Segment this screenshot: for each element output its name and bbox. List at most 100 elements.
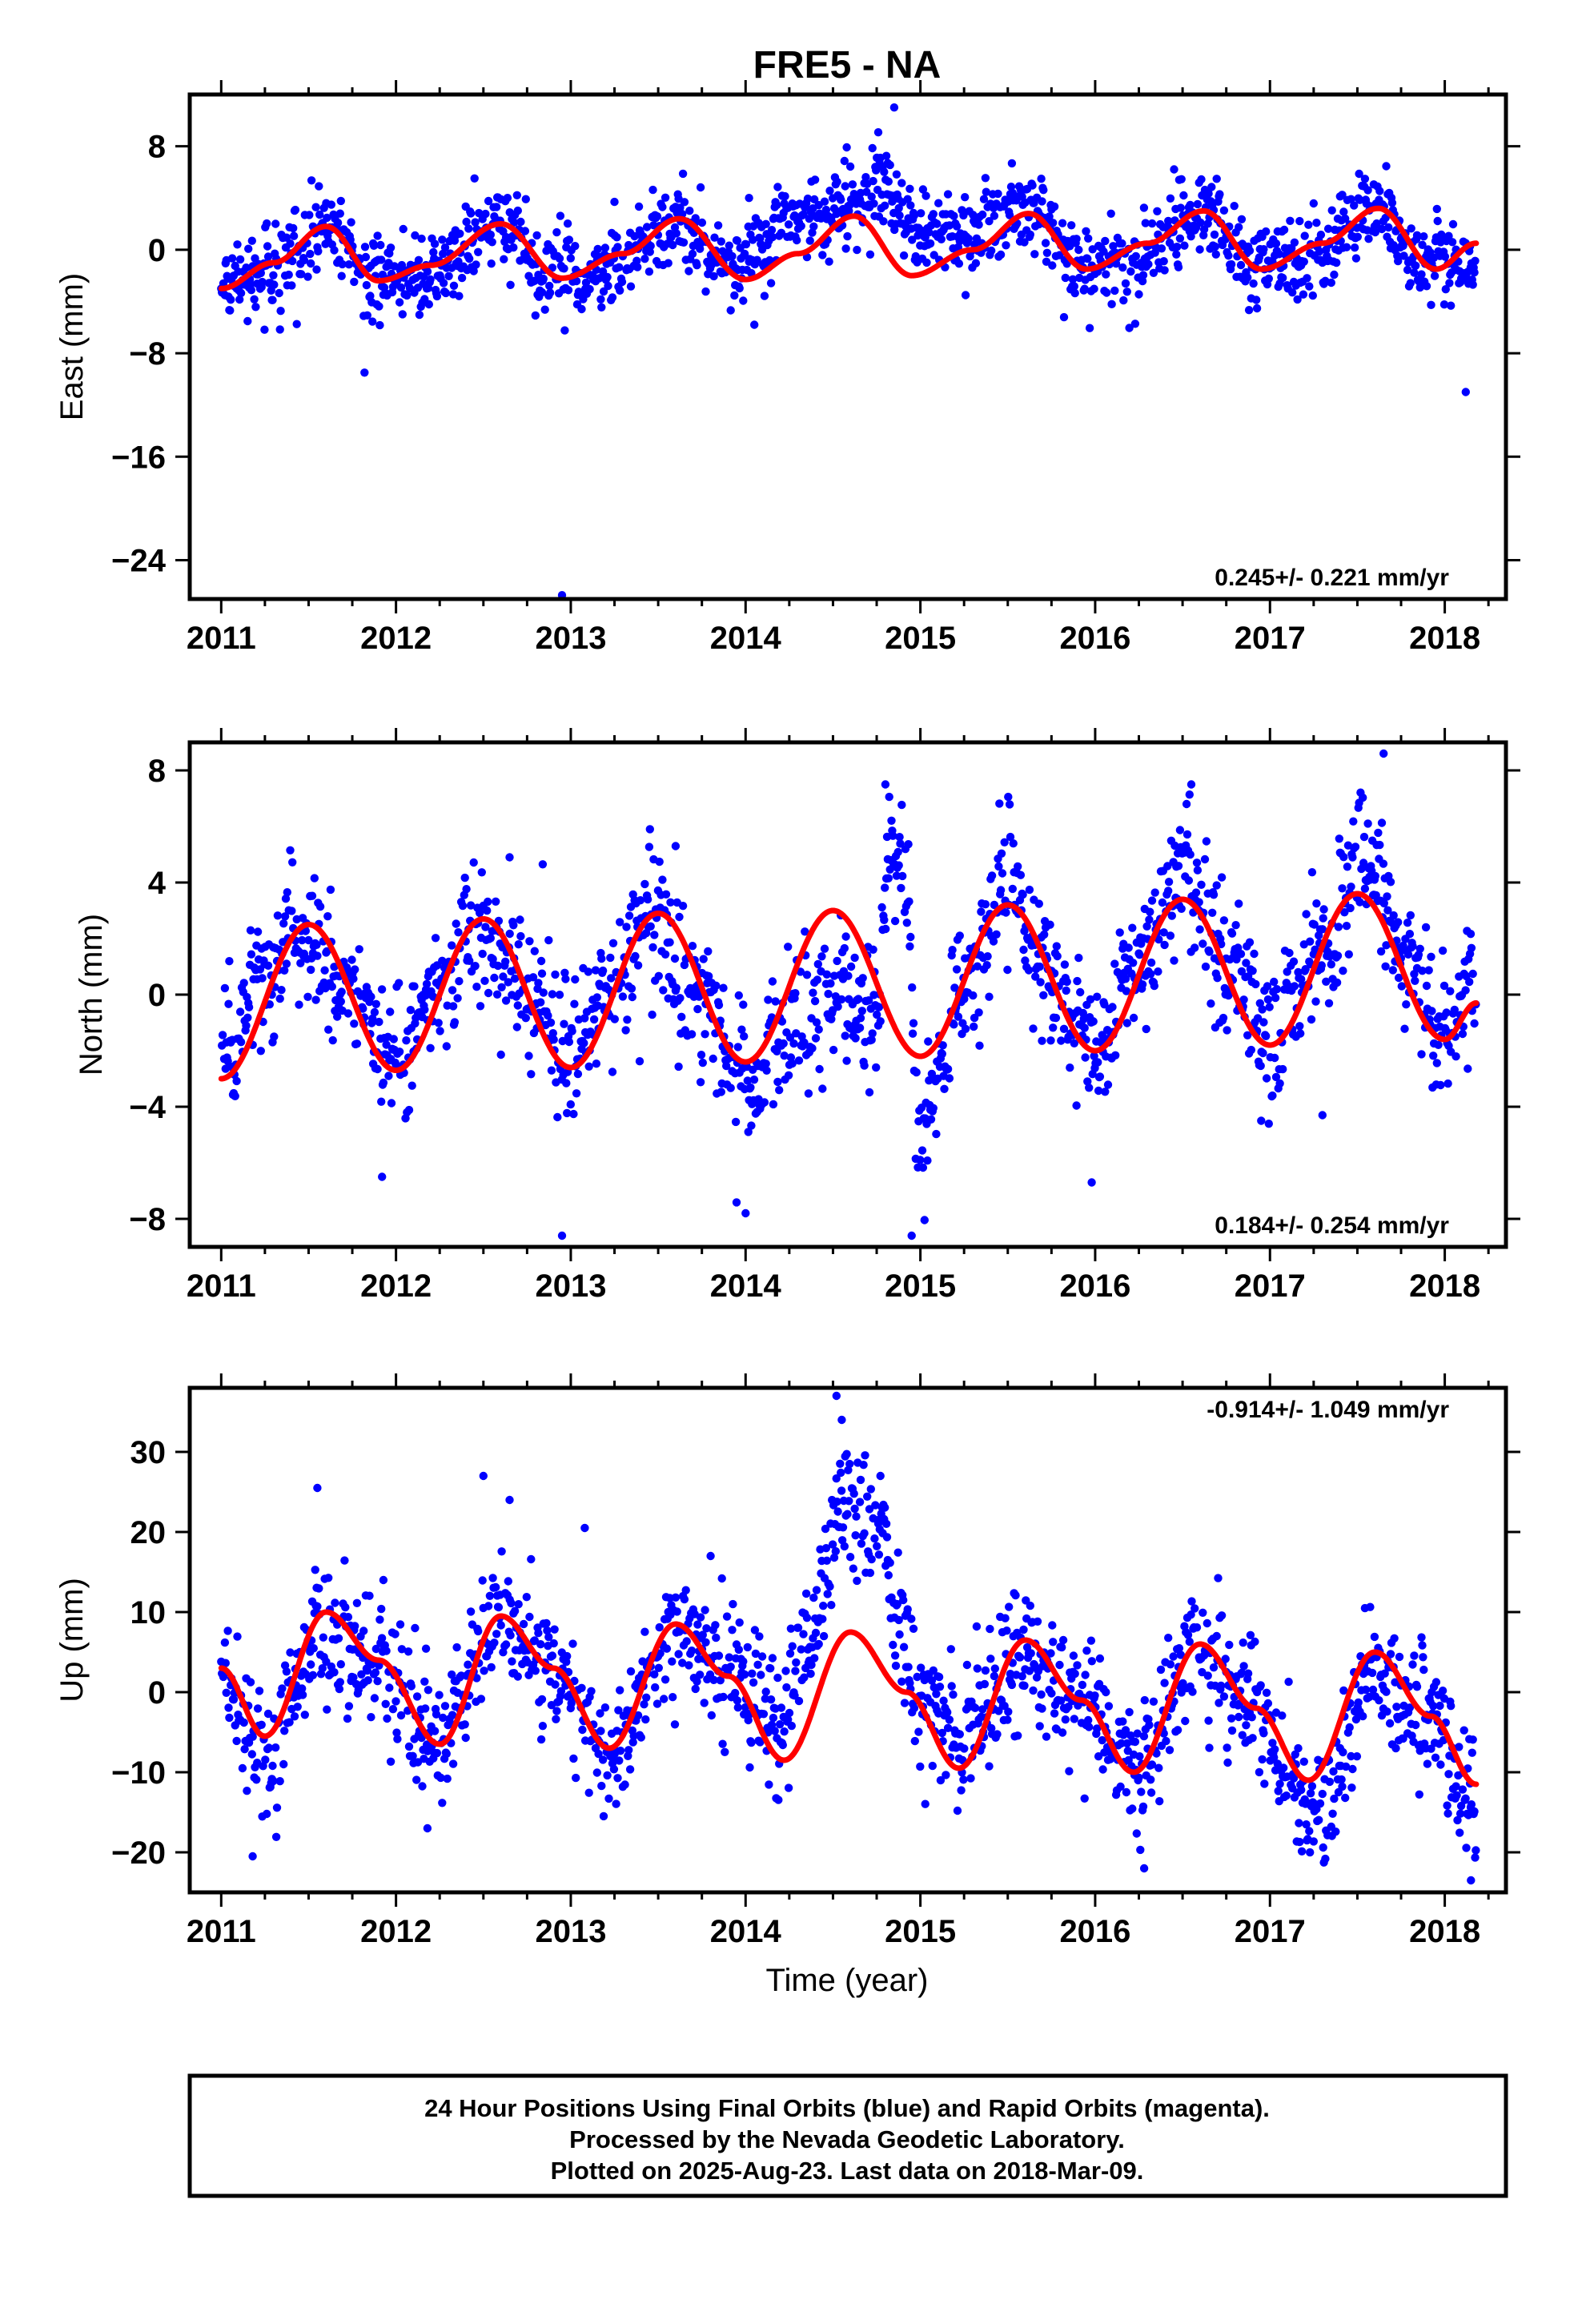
east-position-point xyxy=(1410,268,1419,277)
east-position-point xyxy=(414,255,424,264)
east-position-point xyxy=(286,239,295,248)
north-outlier-point xyxy=(378,1172,387,1181)
up-position-point xyxy=(953,1806,962,1815)
up-position-point xyxy=(909,1703,919,1713)
north-position-point xyxy=(827,1015,836,1023)
north-position-point xyxy=(905,897,913,906)
east-position-point xyxy=(1180,241,1189,250)
north-position-point xyxy=(455,977,464,986)
east-position-point xyxy=(1419,232,1428,241)
up-position-point xyxy=(612,1799,620,1808)
north-position-point xyxy=(560,968,569,978)
north-position-point xyxy=(337,987,346,996)
east-position-point xyxy=(242,263,251,272)
up-position-point xyxy=(324,1574,333,1582)
north-position-point xyxy=(658,875,667,884)
up-position-point xyxy=(1135,1752,1144,1761)
up-position-point xyxy=(853,1576,861,1586)
up-position-point xyxy=(1203,1671,1212,1680)
up-position-point xyxy=(718,1739,727,1748)
east-position-point xyxy=(429,247,438,257)
north-position-point xyxy=(648,1010,656,1019)
up-position-point xyxy=(1443,1809,1452,1818)
north-position-point xyxy=(1461,986,1470,995)
east-position-point xyxy=(1059,312,1069,322)
north-position-point xyxy=(809,988,817,997)
up-position-point xyxy=(662,1644,672,1653)
up-position-point xyxy=(275,1777,284,1786)
east-position-point xyxy=(1196,218,1205,227)
up-position-point xyxy=(696,1671,705,1679)
up-position-point xyxy=(778,1740,787,1750)
north-position-point xyxy=(1195,925,1204,934)
east-position-point xyxy=(1330,270,1339,279)
up-position-point xyxy=(1417,1633,1426,1642)
east-position-point xyxy=(263,242,272,251)
up-position-point xyxy=(377,1634,387,1642)
east-position-point xyxy=(291,205,300,215)
east-position-point xyxy=(1245,246,1255,255)
north-position-point xyxy=(950,1020,958,1029)
east-position-point xyxy=(1177,175,1186,183)
up-position-point xyxy=(1262,1688,1271,1697)
east-position-point xyxy=(251,303,260,312)
north-position-point xyxy=(688,942,697,951)
up-position-point xyxy=(774,1795,783,1804)
north-position-point xyxy=(851,1034,860,1043)
east-position-point xyxy=(735,283,744,293)
up-position-point xyxy=(654,1663,663,1672)
north-position-point xyxy=(1279,1064,1287,1074)
east-position-point xyxy=(1399,251,1408,260)
north-position-point xyxy=(584,1062,593,1072)
up-position-point xyxy=(1047,1689,1056,1698)
up-position-point xyxy=(393,1735,402,1743)
up-position-point xyxy=(849,1564,858,1573)
east-position-point xyxy=(730,291,739,300)
north-position-point xyxy=(1093,992,1102,1001)
east-position-point xyxy=(773,183,782,191)
north-position-point xyxy=(564,1037,574,1047)
east-position-point xyxy=(810,195,819,204)
up-position-point xyxy=(527,1554,536,1564)
up-position-point xyxy=(1205,1743,1214,1752)
up-position-point xyxy=(1166,1660,1175,1669)
east-position-point xyxy=(676,203,685,212)
east-position-point xyxy=(899,251,909,260)
up-position-point xyxy=(842,1449,851,1458)
east-position-point xyxy=(805,236,814,245)
east-position-point xyxy=(1122,287,1132,296)
east-position-point xyxy=(1134,290,1143,299)
east-position-point xyxy=(315,210,324,219)
east-position-point xyxy=(626,282,636,291)
east-position-point xyxy=(227,254,237,263)
north-position-point xyxy=(410,982,419,991)
up-position-point xyxy=(1295,1837,1304,1847)
north-position-point xyxy=(994,862,1003,871)
up-position-point xyxy=(492,1630,501,1638)
north-position-point xyxy=(501,957,510,967)
north-position-point xyxy=(906,932,915,942)
east-position-point xyxy=(1312,219,1321,227)
north-position-point xyxy=(833,956,841,966)
north-position-point xyxy=(826,979,835,988)
up-position-point xyxy=(962,1660,972,1670)
north-position-point xyxy=(530,947,539,955)
north-outlier-point xyxy=(671,842,681,850)
north-position-point xyxy=(572,1089,581,1098)
east-position-point xyxy=(1172,250,1181,259)
north-position-point xyxy=(1359,858,1368,867)
east-position-point xyxy=(922,258,931,267)
east-position-point xyxy=(396,283,406,292)
north-position-point xyxy=(598,966,608,975)
north-x-tick-label: 2015 xyxy=(885,1269,956,1304)
east-position-point xyxy=(853,245,861,255)
figure-title: FRE5 - NA xyxy=(753,44,942,86)
north-position-point xyxy=(808,1043,817,1053)
north-position-point xyxy=(719,983,728,992)
east-position-point xyxy=(337,271,346,280)
north-position-point xyxy=(448,941,456,950)
up-position-point xyxy=(480,1667,488,1675)
up-position-point xyxy=(1315,1815,1323,1824)
north-position-point xyxy=(945,1074,954,1083)
up-position-point xyxy=(1014,1731,1022,1740)
